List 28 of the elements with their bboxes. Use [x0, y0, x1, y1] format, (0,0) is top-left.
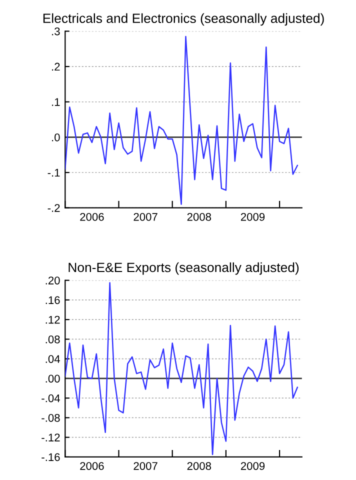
x-tick-label: 2007 [134, 212, 158, 221]
y-tick-label: .16 [46, 296, 60, 304]
y-tick-label: .12 [46, 316, 60, 324]
y-tick-label: -.04 [42, 394, 60, 402]
y-tick-label: -.12 [42, 434, 60, 442]
y-tick-label: .2 [52, 62, 60, 71]
y-tick-label: .1 [52, 98, 60, 106]
y-tick-label: .20 [46, 276, 60, 284]
x-tick-label: 2009 [240, 212, 265, 221]
y-tick-label: .00 [46, 374, 60, 383]
y-tick-label: .04 [46, 355, 60, 363]
x-tick-label: 2007 [134, 462, 158, 470]
x-tick-label: 2006 [80, 462, 104, 470]
y-tick-label: -.08 [42, 414, 60, 422]
chart-title: Electricals and Electronics (seasonally adjusted) [43, 13, 324, 26]
y-tick-label: -.2 [48, 204, 60, 212]
x-tick-label: 2008 [187, 212, 212, 221]
x-tick-label: 2008 [187, 462, 212, 470]
line-series [65, 282, 298, 456]
x-tick-label: 2009 [240, 462, 265, 470]
y-tick-label: .3 [52, 27, 60, 36]
y-tick-label: -.16 [42, 453, 60, 462]
x-tick-label: 2006 [80, 212, 104, 221]
line-series [65, 36, 298, 205]
y-tick-label: .08 [46, 335, 60, 344]
y-tick-label: -.1 [48, 168, 60, 177]
y-tick-label: .0 [52, 133, 60, 142]
chart-title: Non-E&E Exports (seasonally adjusted) [68, 262, 299, 275]
